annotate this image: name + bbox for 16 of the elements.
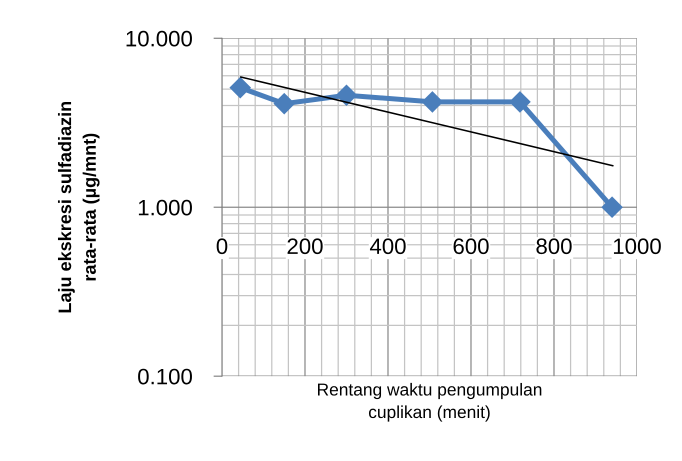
x-tick-label: 400	[370, 238, 406, 254]
point	[274, 93, 295, 114]
x-tick-label: 200	[288, 238, 323, 254]
point	[336, 84, 358, 106]
y-axis-title: Laju ekskresi sulfadiazin rata-rata (µg/mnt)	[58, 102, 100, 312]
point	[602, 196, 623, 218]
point	[230, 77, 251, 98]
y-tick-label: 0.100	[138, 368, 192, 384]
x-tick-label: 0	[216, 238, 228, 254]
x-axis-title: Rentang waktu pengumpulan cuplikan (menit)	[318, 382, 542, 422]
y-tick-label: 1.000	[138, 200, 192, 216]
x-tick-label: 800	[536, 238, 572, 254]
point	[422, 91, 443, 112]
x-tick-label: 1000	[614, 238, 661, 254]
x-tick-label: 600	[454, 238, 489, 254]
y-tick-label: 10.000	[126, 30, 192, 47]
